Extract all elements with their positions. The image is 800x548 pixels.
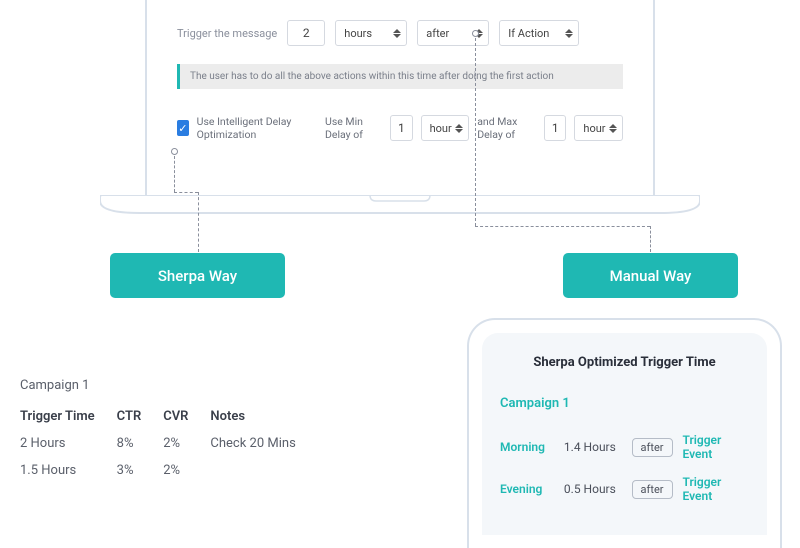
- col-ctr: CTR: [117, 409, 164, 436]
- table-row: 1.5 Hours 3% 2%: [20, 463, 318, 490]
- min-delay-input[interactable]: 1: [390, 115, 412, 141]
- campaign-table: Campaign 1 Trigger Time CTR CVR Notes 2 …: [20, 378, 318, 490]
- duration-value: 1.4 Hours: [564, 440, 622, 454]
- manual-way-button[interactable]: Manual Way: [563, 253, 738, 298]
- optimized-campaign: Campaign 1: [500, 396, 749, 411]
- connector-dot: [171, 148, 178, 155]
- sherpa-way-button[interactable]: Sherpa Way: [110, 253, 285, 298]
- duration-value: 0.5 Hours: [564, 482, 622, 496]
- max-unit-select[interactable]: hour: [574, 115, 623, 141]
- trigger-row: Trigger the message 2 hours after If Act…: [177, 20, 623, 46]
- action-select[interactable]: If Action: [499, 20, 579, 46]
- phone-screen: Sherpa Optimized Trigger Time Campaign 1…: [482, 333, 767, 535]
- unit-select[interactable]: hours: [335, 20, 407, 46]
- laptop-base: [100, 195, 700, 213]
- connector-line: [475, 226, 650, 227]
- event-label: Trigger Event: [683, 433, 750, 461]
- min-unit-value: hour: [430, 122, 452, 135]
- min-unit-select[interactable]: hour: [421, 115, 470, 141]
- campaign-title: Campaign 1: [20, 378, 318, 393]
- max-delay-label: and Max Delay of: [477, 115, 536, 141]
- metrics-table: Trigger Time CTR CVR Notes 2 Hours 8% 2%…: [20, 409, 318, 490]
- spinner-icon: [609, 124, 617, 133]
- connector-line: [198, 192, 199, 252]
- event-label: Trigger Event: [683, 475, 750, 503]
- max-delay-input[interactable]: 1: [544, 115, 566, 141]
- spinner-icon: [393, 29, 401, 38]
- trigger-label: Trigger the message: [177, 27, 277, 40]
- col-cvr: CVR: [163, 409, 210, 436]
- action-select-value: If Action: [508, 27, 549, 40]
- min-delay-label: Use Min Delay of: [325, 115, 382, 141]
- connector-dot: [472, 30, 479, 37]
- checkbox-label: Use Intelligent Delay Optimization: [197, 115, 311, 141]
- spinner-icon: [565, 29, 573, 38]
- period-label: Evening: [500, 482, 554, 496]
- table-row: 2 Hours 8% 2% Check 20 Mins: [20, 436, 318, 463]
- optimized-title: Sherpa Optimized Trigger Time: [500, 355, 749, 370]
- trigger-value-input[interactable]: 2: [287, 20, 325, 46]
- when-select-value: after: [426, 27, 449, 40]
- after-pill: after: [632, 480, 673, 499]
- connector-line: [174, 192, 198, 193]
- intelligent-delay-checkbox[interactable]: [177, 120, 189, 136]
- connector-line: [174, 156, 175, 192]
- opt-row: Evening 0.5 Hours after Trigger Event: [500, 475, 749, 503]
- connector-line: [475, 38, 476, 226]
- opt-row: Morning 1.4 Hours after Trigger Event: [500, 433, 749, 461]
- info-bar: The user has to do all the above actions…: [177, 64, 623, 89]
- phone-mock: Sherpa Optimized Trigger Time Campaign 1…: [467, 318, 782, 548]
- col-notes: Notes: [210, 409, 317, 436]
- period-label: Morning: [500, 440, 554, 454]
- unit-select-value: hours: [344, 27, 372, 40]
- config-panel: Trigger the message 2 hours after If Act…: [145, 0, 655, 195]
- delay-row: Use Intelligent Delay Optimization Use M…: [177, 115, 623, 141]
- max-unit-value: hour: [583, 122, 605, 135]
- col-trigger-time: Trigger Time: [20, 409, 117, 436]
- spinner-icon: [455, 124, 463, 133]
- after-pill: after: [632, 438, 673, 457]
- connector-line: [650, 226, 651, 252]
